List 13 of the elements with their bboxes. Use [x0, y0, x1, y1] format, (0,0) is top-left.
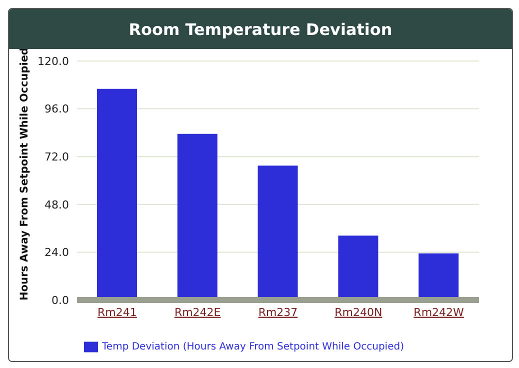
x-tick-label: Rm242E	[174, 306, 221, 319]
y-tick-label: 0.0	[52, 294, 69, 307]
x-tick-label: Rm237	[258, 306, 298, 319]
x-tick-label: Rm240N	[334, 306, 382, 319]
y-tick-label: 120.0	[38, 54, 69, 68]
y-tick-label: 48.0	[44, 198, 69, 212]
y-tick-label: 72.0	[44, 150, 69, 164]
legend-label: Temp Deviation (Hours Away From Setpoint While Occupied)	[102, 342, 404, 353]
y-tick-label: 24.0	[44, 246, 69, 260]
chart-title: Room Temperature Deviation	[9, 9, 512, 49]
y-tick-label: 96.0	[44, 102, 69, 116]
x-tick-label: Rm242W	[414, 306, 464, 319]
x-tick-label: Rm241	[98, 306, 137, 319]
